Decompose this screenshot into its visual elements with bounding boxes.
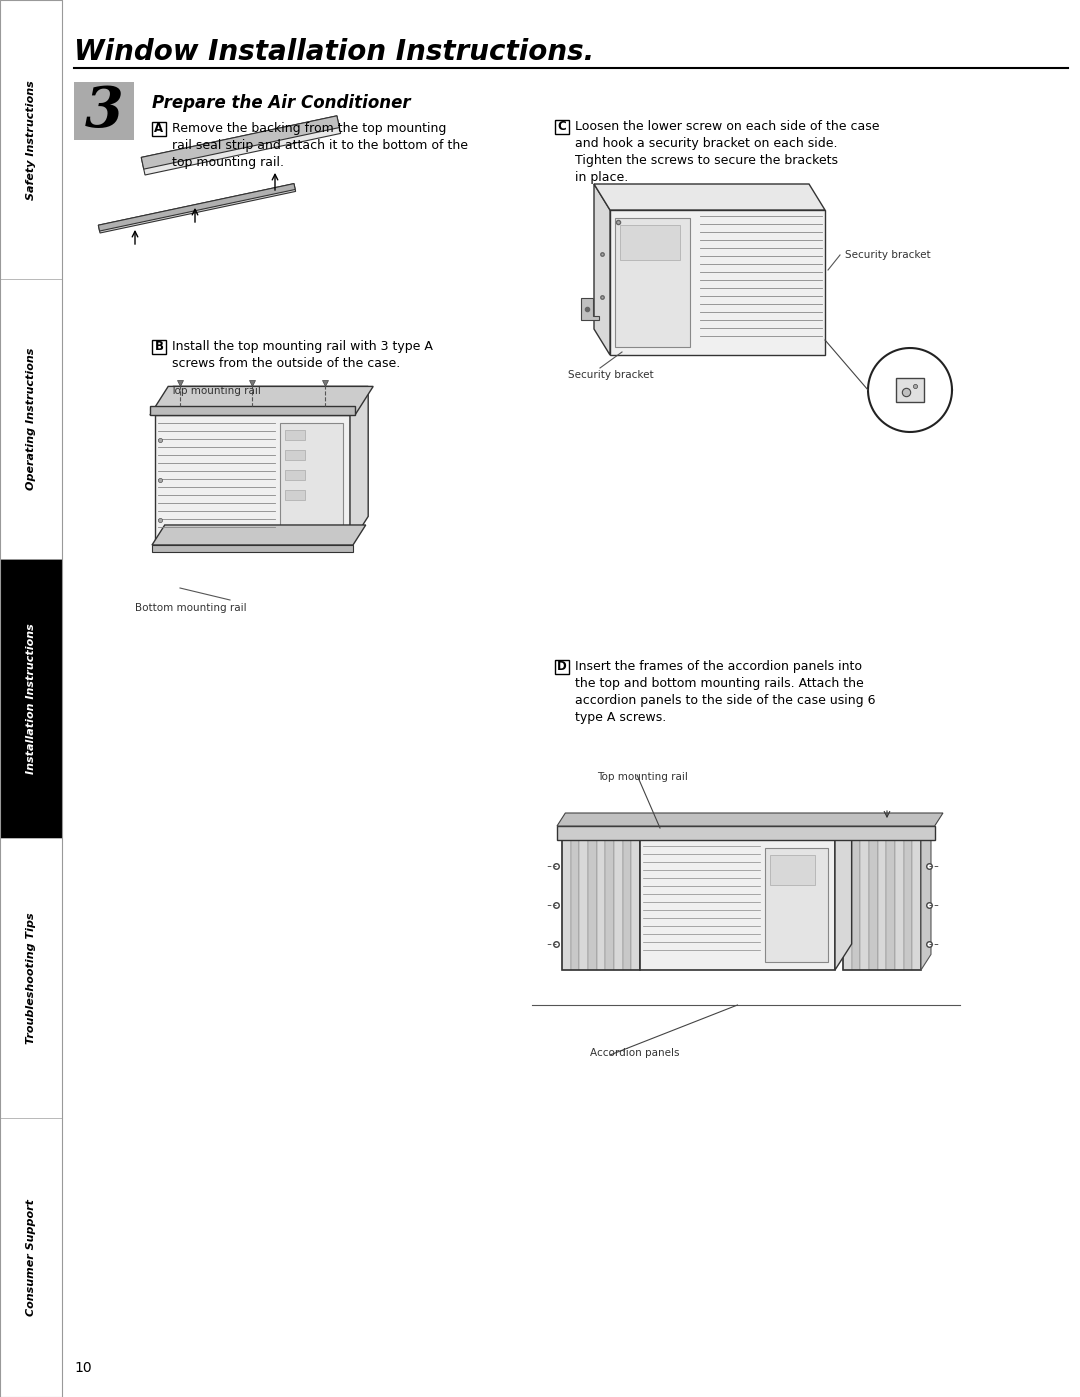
Polygon shape [350, 387, 368, 545]
Bar [632, 840, 640, 970]
Polygon shape [98, 183, 295, 231]
Polygon shape [156, 387, 368, 415]
Polygon shape [835, 814, 852, 970]
Bar [0, 559, 62, 838]
Bar [152, 339, 166, 353]
Bar [555, 120, 569, 134]
Bar [150, 407, 355, 415]
Polygon shape [581, 298, 599, 320]
Bar [596, 840, 605, 970]
Bar [770, 855, 815, 886]
Bar [152, 545, 353, 552]
Bar [285, 450, 305, 460]
Bar [562, 840, 640, 970]
Polygon shape [594, 184, 610, 355]
Text: 3: 3 [84, 84, 123, 138]
Bar [285, 490, 305, 500]
Text: 10: 10 [75, 1361, 92, 1375]
Bar [896, 379, 924, 402]
Text: D: D [557, 661, 567, 673]
Text: Loosen the lower screw on each side of the case
and hook a security bracket on e: Loosen the lower screw on each side of t… [575, 120, 879, 184]
Bar [156, 415, 350, 545]
Text: Bottom mounting rail: Bottom mounting rail [135, 604, 246, 613]
Text: Window Installation Instructions.: Window Installation Instructions. [75, 38, 594, 66]
Polygon shape [141, 116, 339, 169]
Bar [843, 840, 852, 970]
Text: Install the top mounting rail with 3 type A
screws from the outside of the case.: Install the top mounting rail with 3 typ… [172, 339, 433, 370]
Bar [579, 840, 588, 970]
Polygon shape [152, 525, 366, 545]
Bar [605, 840, 615, 970]
Text: Security bracket: Security bracket [568, 370, 653, 380]
Text: Top mounting rail: Top mounting rail [597, 773, 688, 782]
Text: Safety Instructions: Safety Instructions [26, 80, 36, 200]
Bar [895, 840, 904, 970]
Text: B: B [154, 341, 163, 353]
Bar [878, 840, 887, 970]
Bar [285, 469, 305, 481]
Bar [0, 0, 62, 1397]
Bar [610, 210, 825, 355]
Polygon shape [557, 813, 943, 826]
Text: Operating Instructions: Operating Instructions [26, 348, 36, 490]
Bar [588, 840, 596, 970]
Bar [623, 840, 632, 970]
Bar [0, 838, 62, 1118]
Bar [904, 840, 913, 970]
Polygon shape [921, 824, 931, 970]
Bar [557, 826, 934, 840]
Bar [615, 218, 690, 346]
Bar [852, 840, 861, 970]
Bar [887, 840, 895, 970]
Bar [152, 122, 166, 136]
Bar [570, 840, 579, 970]
Bar [562, 840, 570, 970]
Bar [843, 840, 921, 970]
Text: Top mounting rail: Top mounting rail [170, 386, 261, 395]
Bar [861, 840, 869, 970]
Bar [75, 82, 134, 140]
Bar [0, 279, 62, 559]
Text: Insert the frames of the accordion panels into
the top and bottom mounting rails: Insert the frames of the accordion panel… [575, 659, 876, 724]
Bar [0, 1118, 62, 1397]
Polygon shape [150, 387, 374, 415]
Text: C: C [557, 120, 566, 134]
Text: Remove the backing from the top mounting
rail seal strip and attach it to the bo: Remove the backing from the top mounting… [172, 122, 468, 169]
Bar [640, 840, 835, 970]
Bar [620, 225, 680, 260]
Text: Accordion panels: Accordion panels [590, 1048, 679, 1058]
Text: A: A [154, 123, 163, 136]
Polygon shape [640, 814, 852, 840]
Text: Prepare the Air Conditioner: Prepare the Air Conditioner [152, 94, 410, 112]
Polygon shape [141, 116, 340, 175]
Bar [285, 430, 305, 440]
Text: Installation Instructions: Installation Instructions [26, 623, 36, 774]
Bar [280, 423, 343, 536]
Bar [913, 840, 921, 970]
Bar [869, 840, 878, 970]
Text: Security bracket: Security bracket [845, 250, 931, 260]
Bar [615, 840, 623, 970]
Polygon shape [98, 183, 296, 233]
Bar [0, 0, 62, 279]
Polygon shape [594, 184, 825, 210]
Text: Troubleshooting Tips: Troubleshooting Tips [26, 912, 36, 1044]
Bar [555, 659, 569, 673]
Text: Consumer Support: Consumer Support [26, 1199, 36, 1316]
Bar [765, 848, 828, 963]
